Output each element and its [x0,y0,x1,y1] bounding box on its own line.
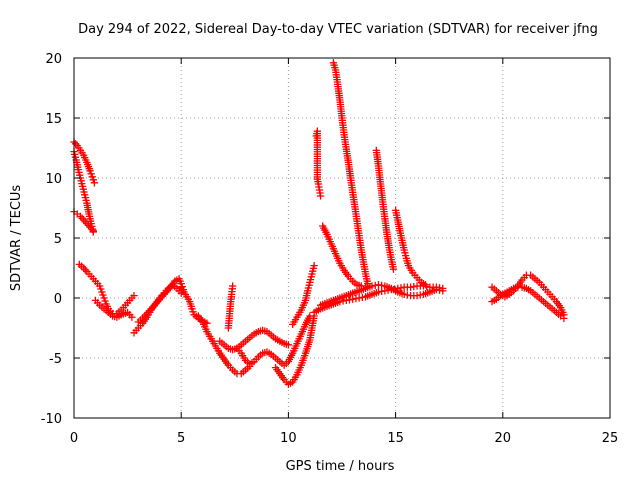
data-point [304,287,312,295]
x-tick-label: 0 [70,431,78,446]
data-point [401,249,409,257]
data-point [309,267,317,275]
data-point [305,281,313,289]
data-point [316,192,325,200]
x-tick-label: 20 [495,431,512,446]
data-point [309,264,318,273]
data-point [306,275,315,284]
data-point [80,188,88,196]
data-point [229,282,237,290]
data-point [389,265,398,273]
x-tick-labels: 0 5 10 15 20 25 [70,431,618,446]
data-point [82,196,90,205]
data-point [78,179,86,188]
data-points [70,59,568,389]
chart-title: Day 294 of 2022, Sidereal Day-to-day VTE… [78,22,598,37]
data-point [307,273,315,281]
data-point [99,291,107,299]
x-tick-label: 10 [280,431,297,446]
data-point [90,179,99,187]
data-point [89,227,97,235]
data-point [78,182,87,191]
x-tick-label: 25 [602,431,619,446]
data-point [71,153,80,161]
y-tick-labels: -10 -5 0 5 10 15 20 [41,52,62,427]
y-tick-label: 15 [45,112,62,127]
data-point [77,177,85,185]
data-point [71,150,79,159]
data-point [96,282,104,290]
data-point [74,165,82,174]
data-point [86,167,94,175]
x-tick-label: 15 [387,431,404,446]
data-point [130,291,138,300]
plot-frame [73,57,611,419]
data-point [101,297,109,305]
data-point [308,270,316,278]
y-tick-label: -10 [41,412,62,427]
data-point [189,308,197,316]
data-point [304,284,313,292]
data-point [75,168,83,177]
data-point [560,314,568,323]
data-point [76,171,84,179]
data-point [81,191,89,199]
data-point [79,185,87,193]
data-point [439,287,447,295]
y-tick-label: 0 [54,292,62,307]
data-point [128,313,136,321]
data-point [310,261,318,270]
data-point [188,305,196,313]
y-tick-label: 5 [54,232,62,247]
data-point [98,288,106,296]
data-point [400,246,408,254]
x-axis-label: GPS time / hours [286,459,395,474]
data-point [97,285,105,293]
y-axis-label: SDTVAR / TECUs [9,185,24,292]
data-point [401,251,410,260]
data-point [88,173,96,181]
data-point [100,294,108,302]
data-point [81,193,90,202]
y-tick-label: 20 [45,52,62,67]
data-point [284,341,293,349]
y-tick-label: -5 [49,352,62,367]
data-point [306,278,314,287]
x-tick-label: 5 [177,431,185,446]
y-tick-label: 10 [45,172,62,187]
data-point [89,176,97,184]
data-point [87,170,95,178]
